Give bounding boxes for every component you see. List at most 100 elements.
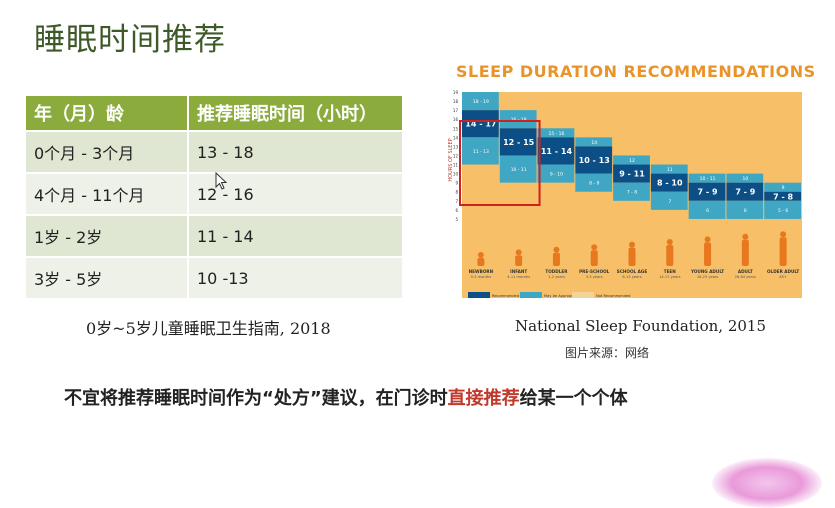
bar-appropriate-upper [726,173,764,183]
bar-label-upper: 12 [629,158,635,164]
table-row: 1岁 - 2岁 11 - 14 [26,214,404,257]
figure-head-icon [742,233,749,240]
y-tick-label: 16 [453,117,459,122]
bar-label-recommended: 9 - 11 [619,170,645,179]
bar-appropriate-upper [575,137,613,147]
x-category-label: SCHOOL AGE [617,269,648,274]
y-tick-label: 19 [453,90,459,95]
figure-body-icon [779,237,787,266]
table-row: 3岁 - 5岁 10 -13 [26,256,404,298]
decorative-blob [712,458,822,508]
y-axis-label: HOURS OF SLEEP [448,138,454,181]
bar-appropriate-lower [650,191,688,210]
figure-body-icon [552,252,560,266]
bar-recommended [650,173,688,192]
x-category-label: PRE-SCHOOL [579,269,610,274]
bar-label-upper: 15 - 16 [548,131,564,137]
note-text-after: 给某一个个体 [519,388,628,409]
y-tick-label: 18 [453,99,459,104]
bar-label-lower: 7 - 8 [627,190,637,196]
bar-recommended [499,128,537,156]
chart-heading: SLEEP DURATION RECOMMENDATIONS [456,62,816,81]
y-tick-label: 13 [453,144,459,149]
x-category-age: 0-3 months [471,275,492,279]
sleep-table: 年（月）龄 推荐睡眠时间（小时） 0个月 - 3个月 13 - 18 4个月 -… [26,96,404,298]
legend-label: Not Recommended [596,294,630,298]
bar-label-lower: 6 [744,208,747,214]
note-highlight: 直接推荐 [447,388,520,409]
bar-label-upper: 10 [742,176,748,182]
x-category-label: ADULT [738,269,753,274]
bar-label-upper: 9 [782,185,785,191]
bar-appropriate-lower [726,200,764,219]
figure-body-icon [628,247,636,266]
bar-appropriate-upper [462,92,499,111]
x-category-age: 26-64 years [735,275,757,279]
bar-appropriate-lower [537,164,575,183]
bar-appropriate-upper [650,164,688,174]
y-tick-label: 8 [455,190,458,195]
bar-label-lower: 11 - 13 [473,149,489,155]
legend-label: May be Appropriate [544,294,580,298]
bar-recommended [613,164,650,183]
legend-swatch [468,292,490,298]
x-category-age: 18-25 years [697,275,719,279]
bar-label-lower: 7 [668,199,671,205]
chart-caption: National Sleep Foundation, 2015 [515,317,767,335]
y-tick-label: 14 [453,135,459,140]
y-tick-label: 12 [453,153,459,158]
y-tick-label: 10 [453,172,459,177]
bar-label-upper: 10 - 11 [700,176,716,182]
bar-recommended [537,137,575,165]
bar-appropriate-lower [764,200,801,219]
y-tick-label: 11 [453,163,459,168]
figure-body-icon [477,258,485,266]
bar-label-recommended: 14 - 17 [465,120,496,129]
bar-appropriate-lower [575,173,613,192]
figure-body-icon [741,239,749,266]
table-cell-hours: 11 - 14 [188,214,404,257]
bar-appropriate-upper [537,128,575,138]
bar-label-recommended: 7 - 8 [773,192,793,201]
x-category-label: INFANT [510,269,527,274]
bar-label-upper: 18 - 19 [473,99,489,105]
bar-recommended [575,146,613,174]
figure-body-icon [704,242,712,266]
image-source-note: 图片来源：网络 [565,346,650,360]
bar-appropriate-lower [499,155,537,183]
bar-appropriate-upper [613,155,650,165]
table-header-age: 年（月）龄 [26,96,189,131]
table-header-hours: 推荐睡眠时间（小时） [188,96,404,131]
bar-appropriate-upper [764,182,801,192]
bottom-note: 不宜将推荐睡眠时间作为“处方”建议，在门诊时直接推荐给某一个个体 [64,384,628,410]
x-category-label: TEEN [664,269,677,274]
slide-title: 睡眠时间推荐 [34,22,226,58]
x-category-age: 65+ [779,275,787,279]
x-category-age: 1-2 years [548,275,565,279]
mouse-cursor-icon [215,172,227,190]
figure-head-icon [477,252,484,258]
bar-label-recommended: 11 - 14 [541,147,573,156]
bar-label-lower: 5 - 6 [778,208,788,214]
x-category-age: 3-5 years [586,275,603,279]
chart-svg: HOURS OF SLEEP 5 6 7 8 9 10 11 12 13 14 15 16 17 18 19 1… [448,90,802,298]
table-cell-age: 3岁 - 5岁 [26,256,189,298]
note-text-before: 不宜将推荐睡眠时间作为“处方”建议，在门诊时 [64,388,448,409]
bar-label-recommended: 7 - 9 [735,188,755,197]
bar-appropriate-upper [688,173,726,183]
legend-swatch [520,292,542,298]
figure-body-icon [590,250,598,266]
bar-label-lower: 9 - 10 [550,172,563,178]
bar-label-recommended: 8 - 10 [657,179,683,188]
table-cell-age: 1岁 - 2岁 [26,214,189,257]
y-tick-label: 5 [455,217,458,222]
bar-label-lower: 8 - 9 [589,181,599,187]
x-category-age: 14-17 years [659,275,681,279]
legend-label: Recommended [492,294,519,298]
table-row: 0个月 - 3个月 13 - 18 [26,130,404,173]
bar-recommended [726,182,764,201]
bar-label-upper: 11 [667,167,673,173]
figure-head-icon [629,241,635,248]
x-category-label: TODDLER [545,269,568,274]
figure-head-icon [553,246,560,253]
